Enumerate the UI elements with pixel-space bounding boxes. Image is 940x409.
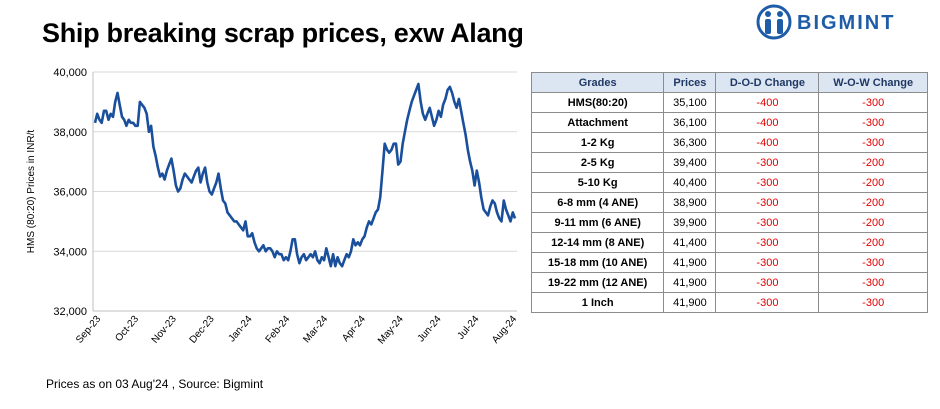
wow-cell: -300 bbox=[818, 272, 928, 293]
dod-cell: -300 bbox=[715, 272, 820, 293]
table-row: HMS(80:20) 35,100 -400 -300 bbox=[530, 92, 928, 113]
dod-cell: -300 bbox=[715, 192, 820, 213]
header-wow: W-O-W Change bbox=[818, 72, 928, 93]
x-tick-label: Jul-24 bbox=[456, 314, 482, 342]
dod-cell: -400 bbox=[715, 112, 820, 133]
price-cell: 39,900 bbox=[663, 212, 717, 233]
price-cell: 41,900 bbox=[663, 272, 717, 293]
dod-cell: -300 bbox=[715, 232, 820, 253]
y-tick-label: 38,000 bbox=[53, 127, 87, 139]
logo-icon bbox=[756, 4, 792, 40]
grade-cell: HMS(80:20) bbox=[530, 92, 665, 113]
series-line-hms bbox=[93, 82, 517, 268]
table-row: Attachment 36,100 -400 -300 bbox=[530, 112, 928, 133]
wow-cell: -200 bbox=[818, 232, 928, 253]
wow-cell: -300 bbox=[818, 112, 928, 133]
table-row: 15-18 mm (10 ANE) 41,900 -300 -300 bbox=[530, 252, 928, 273]
x-tick-label: Aug-24 bbox=[490, 314, 519, 346]
x-tick-label: Dec-23 bbox=[188, 314, 217, 346]
price-line-chart: 32,000 34,000 36,000 38,000 40,000 HMS (80:20… bbox=[26, 67, 520, 347]
y-tick-label: 32,000 bbox=[53, 306, 87, 318]
source-note: Prices as on 03 Aug'24 , Source: Bigmint bbox=[46, 377, 264, 391]
grade-cell: 6-8 mm (4 ANE) bbox=[530, 192, 665, 213]
table-row: 12-14 mm (8 ANE) 41,400 -300 -200 bbox=[530, 232, 928, 253]
dod-cell: -300 bbox=[715, 292, 820, 313]
y-tick-label: 34,000 bbox=[53, 246, 87, 258]
grade-cell: 15-18 mm (10 ANE) bbox=[530, 252, 665, 273]
price-cell: 41,400 bbox=[663, 232, 717, 253]
y-axis-label: HMS (80:20) Prices in INR/t bbox=[26, 130, 37, 254]
table-row: 1-2 Kg 36,300 -400 -300 bbox=[530, 132, 928, 153]
x-tick-label: Jun-24 bbox=[416, 314, 444, 345]
header-prices: Prices bbox=[663, 72, 717, 93]
x-tick-label: Oct-23 bbox=[113, 314, 141, 344]
dod-cell: -300 bbox=[715, 152, 820, 173]
grade-cell: 1 Inch bbox=[530, 292, 665, 313]
price-cell: 35,100 bbox=[663, 92, 717, 113]
wow-cell: -300 bbox=[818, 132, 928, 153]
table-row: 1 Inch 41,900 -300 -300 bbox=[530, 292, 928, 313]
grade-cell: 1-2 Kg bbox=[530, 132, 665, 153]
bigmint-logo: BIGMINT bbox=[755, 4, 930, 40]
table-row: 19-22 mm (12 ANE) 41,900 -300 -300 bbox=[530, 272, 928, 293]
wow-cell: -200 bbox=[818, 152, 928, 173]
table-header-row: Grades Prices D-O-D Change W-O-W Change bbox=[530, 72, 928, 93]
wow-cell: -200 bbox=[818, 172, 928, 193]
dod-cell: -400 bbox=[715, 132, 820, 153]
x-tick-label: Sep-23 bbox=[74, 314, 103, 346]
wow-cell: -200 bbox=[818, 192, 928, 213]
chart-title: Ship breaking scrap prices, exw Alang bbox=[42, 18, 524, 48]
x-tick-label: Apr-24 bbox=[340, 314, 368, 344]
grade-cell: 19-22 mm (12 ANE) bbox=[530, 272, 665, 293]
x-tick-label: May-24 bbox=[376, 314, 406, 347]
grade-cell: 2-5 Kg bbox=[530, 152, 665, 173]
header-grades: Grades bbox=[530, 72, 665, 93]
price-cell: 39,400 bbox=[663, 152, 717, 173]
table-row: 6-8 mm (4 ANE) 38,900 -300 -200 bbox=[530, 192, 928, 213]
x-tick-label: Nov-23 bbox=[150, 314, 179, 346]
table-row: 9-11 mm (6 ANE) 39,900 -300 -200 bbox=[530, 212, 928, 233]
dod-cell: -300 bbox=[715, 212, 820, 233]
header-dod: D-O-D Change bbox=[715, 72, 820, 93]
x-tick-label: Jan-24 bbox=[226, 314, 254, 345]
grade-cell: 9-11 mm (6 ANE) bbox=[530, 212, 665, 233]
price-cell: 38,900 bbox=[663, 192, 717, 213]
wow-cell: -300 bbox=[818, 252, 928, 273]
grade-cell: 12-14 mm (8 ANE) bbox=[530, 232, 665, 253]
grade-cell: Attachment bbox=[530, 112, 665, 133]
dod-cell: -400 bbox=[715, 92, 820, 113]
price-cell: 40,400 bbox=[663, 172, 717, 193]
dod-cell: -300 bbox=[715, 252, 820, 273]
table-body: HMS(80:20) 35,100 -400 -300 Attachment 36,100… bbox=[530, 92, 928, 313]
dod-cell: -300 bbox=[715, 172, 820, 193]
price-cell: 41,900 bbox=[663, 252, 717, 273]
y-tick-label: 40,000 bbox=[53, 67, 87, 79]
x-tick-label: Mar-24 bbox=[301, 314, 330, 346]
price-cell: 36,300 bbox=[663, 132, 717, 153]
x-tick-label: Feb-24 bbox=[264, 314, 293, 346]
wow-cell: -200 bbox=[818, 212, 928, 233]
table-row: 5-10 Kg 40,400 -300 -200 bbox=[530, 172, 928, 193]
y-tick-label: 36,000 bbox=[53, 187, 87, 199]
price-cell: 41,900 bbox=[663, 292, 717, 313]
logo-text: BIGMINT bbox=[797, 12, 896, 34]
price-cell: 36,100 bbox=[663, 112, 717, 133]
grades-table: Grades Prices D-O-D Change W-O-W Change … bbox=[530, 72, 928, 313]
grade-cell: 5-10 Kg bbox=[530, 172, 665, 193]
wow-cell: -300 bbox=[818, 292, 928, 313]
table-row: 2-5 Kg 39,400 -300 -200 bbox=[530, 152, 928, 173]
wow-cell: -300 bbox=[818, 92, 928, 113]
